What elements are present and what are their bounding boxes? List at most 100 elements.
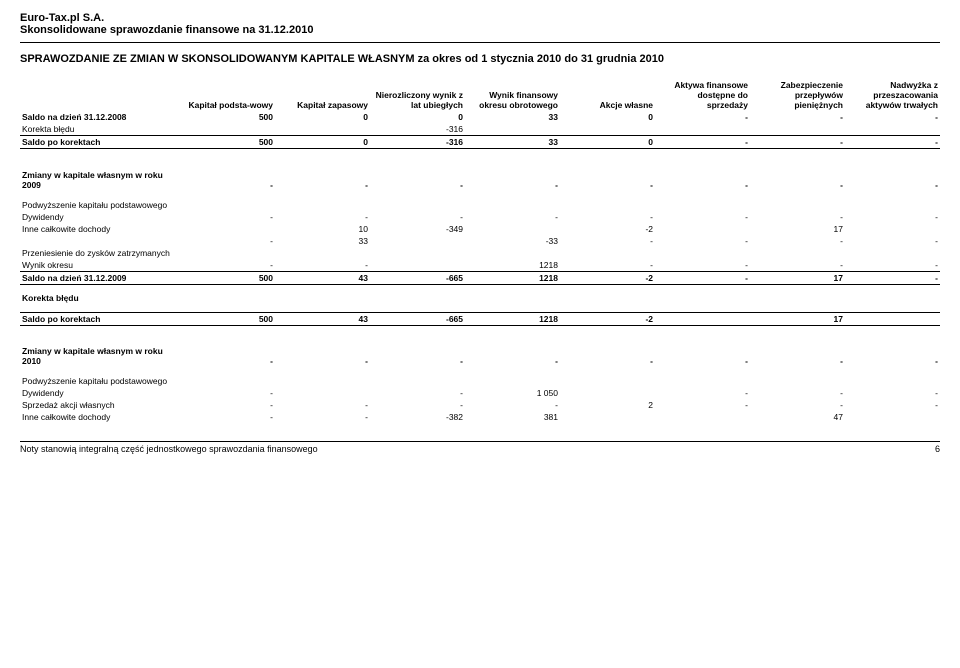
cell: 10 [275,223,370,235]
spacer-row [20,325,940,345]
table-row: Zmiany w kapitale własnym w roku 2009 - … [20,169,940,191]
cell: - [750,169,845,191]
row-label: Podwyższenie kapitału podstawowego [20,375,180,387]
cell [180,123,275,136]
cell: - [560,235,655,247]
row-label: Sprzedaż akcji własnych [20,399,180,411]
spacer-row [20,304,940,312]
row-label: Korekta błędu [20,292,180,304]
row-label: Saldo po korektach [20,136,180,149]
table-row: Inne całkowite dochody - - -382 381 47 [20,411,940,423]
col-8: Nadwyżka z przeszacowania aktywów trwały… [845,79,940,111]
cell: -2 [560,271,655,284]
cell: - [180,399,275,411]
cell [275,123,370,136]
cell [845,411,940,423]
row-label: Dywidendy [20,387,180,399]
cell: 43 [275,312,370,325]
cell: -2 [560,312,655,325]
spacer-row [20,284,940,292]
table-head: Kapitał podsta-wowy Kapitał zapasowy Nie… [20,79,940,111]
cell: - [180,211,275,223]
cell: - [275,169,370,191]
cell: - [465,345,560,367]
row-label: Dywidendy [20,211,180,223]
cell: 0 [275,111,370,123]
cell: - [180,387,275,399]
section-title: Zmiany w kapitale własnym w roku 2009 [20,169,180,191]
row-label: Podwyższenie kapitału podstawowego [20,199,180,211]
footer-note: Noty stanowią integralną część jednostko… [20,444,318,454]
cell: - [180,411,275,423]
cell: - [750,399,845,411]
cell: - [275,259,370,272]
cell: - [465,211,560,223]
col-7: Zabezpieczenie przepływów pieniężnych [750,79,845,111]
cell: - [845,387,940,399]
cell: 17 [750,223,845,235]
col-4: Wynik finansowy okresu obrotowego [465,79,560,111]
table-row: Podwyższenie kapitału podstawowego [20,375,940,387]
cell [750,123,845,136]
cell: - [275,399,370,411]
cell [180,223,275,235]
footer: Noty stanowią integralną część jednostko… [20,442,940,454]
cell: - [275,211,370,223]
cell: - [655,235,750,247]
cell: - [655,387,750,399]
spacer-row [20,149,940,169]
cell: -382 [370,411,465,423]
cell: 1 050 [465,387,560,399]
cell [560,411,655,423]
cell: - [180,345,275,367]
cell: -33 [465,235,560,247]
cell [655,123,750,136]
cell: 0 [275,136,370,149]
cell: - [275,411,370,423]
cell: - [655,211,750,223]
cell: - [655,271,750,284]
col-label [20,79,180,111]
cell: 500 [180,136,275,149]
cell: - [370,399,465,411]
cell: -665 [370,271,465,284]
cell: 0 [560,136,655,149]
col-5: Akcje własne [560,79,655,111]
cell [370,235,465,247]
cell: 500 [180,111,275,123]
cell: - [655,399,750,411]
cell: 47 [750,411,845,423]
cell: 1218 [465,259,560,272]
cell: 1218 [465,312,560,325]
cell: -316 [370,136,465,149]
cell: - [750,111,845,123]
cell: - [845,345,940,367]
cell [560,387,655,399]
cell: - [750,136,845,149]
cell: - [750,235,845,247]
cell: 2 [560,399,655,411]
cell: -349 [370,223,465,235]
cell: 33 [275,235,370,247]
table-row: Saldo po korektach 500 0 -316 33 0 - - - [20,136,940,149]
cell: - [845,259,940,272]
row-label: Saldo na dzień 31.12.2008 [20,111,180,123]
col-6: Aktywa finansowe dostępne do sprzedaży [655,79,750,111]
section-title: Zmiany w kapitale własnym w roku 2010 [20,345,180,367]
row-label: Korekta błędu [20,123,180,136]
cell: - [275,345,370,367]
equity-table: Kapitał podsta-wowy Kapitał zapasowy Nie… [20,79,940,423]
cell: - [370,387,465,399]
cell [465,223,560,235]
cell: - [845,271,940,284]
cell: - [845,136,940,149]
cell [655,411,750,423]
table-row: Saldo na dzień 31.12.2009 500 43 -665 12… [20,271,940,284]
col-3: Nierozliczony wynik z lat ubiegłych [370,79,465,111]
cell: - [180,235,275,247]
cell: - [655,136,750,149]
document-subtitle: Skonsolidowane sprawozdanie finansowe na… [20,24,940,36]
cell: 0 [560,111,655,123]
cell [370,259,465,272]
row-label [20,235,180,247]
